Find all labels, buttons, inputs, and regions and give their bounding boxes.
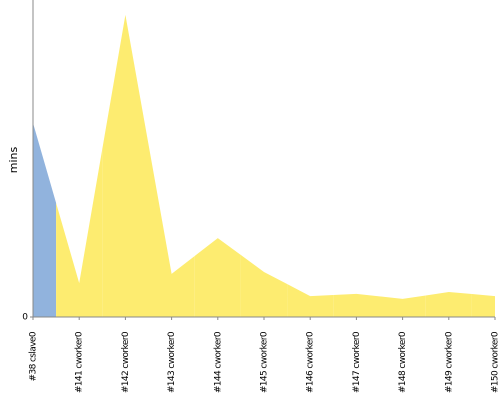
y-tick-label: 0 bbox=[22, 313, 28, 323]
area-segment bbox=[56, 148, 103, 317]
area-segment bbox=[102, 14, 149, 318]
area-segment bbox=[379, 295, 426, 317]
x-tick-label: #149 cworker0 bbox=[444, 331, 454, 393]
x-tick-label: #141 cworker0 bbox=[75, 331, 85, 393]
x-tick-label: #150 cworker0 bbox=[491, 331, 500, 393]
area-segment bbox=[148, 144, 195, 317]
x-tick-label: #145 cworker0 bbox=[260, 331, 270, 393]
area-segment bbox=[240, 255, 288, 317]
y-axis-label: mins bbox=[7, 146, 20, 173]
x-tick-label: #142 cworker0 bbox=[121, 331, 131, 393]
area-segment bbox=[194, 238, 241, 317]
x-tick-label: #38 cslave0 bbox=[29, 331, 39, 381]
x-tick-label: #146 cworker0 bbox=[306, 331, 316, 393]
x-tick-label: #143 cworker0 bbox=[167, 331, 177, 393]
area-segment bbox=[333, 293, 380, 317]
area-segment bbox=[33, 122, 57, 317]
area-segment bbox=[287, 284, 334, 317]
x-tick-label: #144 cworker0 bbox=[213, 331, 223, 393]
area-segment bbox=[425, 291, 472, 317]
x-tick-label: #148 cworker0 bbox=[398, 331, 408, 393]
x-tick-label: #147 cworker0 bbox=[352, 331, 362, 393]
area-segment bbox=[471, 294, 495, 317]
